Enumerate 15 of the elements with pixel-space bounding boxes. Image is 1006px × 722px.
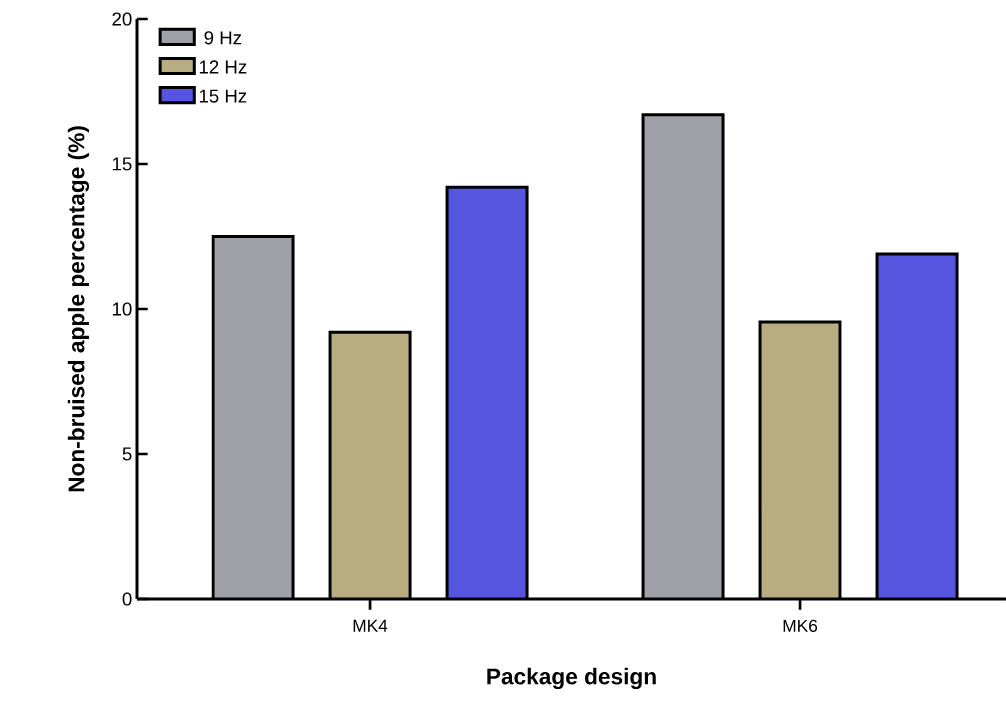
y-tick-label: 15	[112, 157, 132, 171]
x-axis-title: Package design	[487, 667, 656, 690]
legend-label: 12 Hz	[199, 60, 247, 74]
legend-label: 15 Hz	[199, 89, 247, 103]
bar	[213, 236, 294, 599]
bar	[330, 332, 411, 599]
bar	[447, 187, 528, 599]
y-tick-label: 5	[122, 447, 132, 461]
y-tick-label: 0	[122, 592, 132, 606]
y-tick-label: 20	[112, 12, 132, 26]
y-tick-label: 10	[112, 302, 132, 316]
legend-label: 9 Hz	[204, 31, 242, 45]
y-axis-title: Non-bruised apple percentage (%)	[67, 126, 90, 492]
x-tick-label: MK4	[353, 619, 388, 632]
x-tick-label: MK6	[783, 619, 818, 632]
